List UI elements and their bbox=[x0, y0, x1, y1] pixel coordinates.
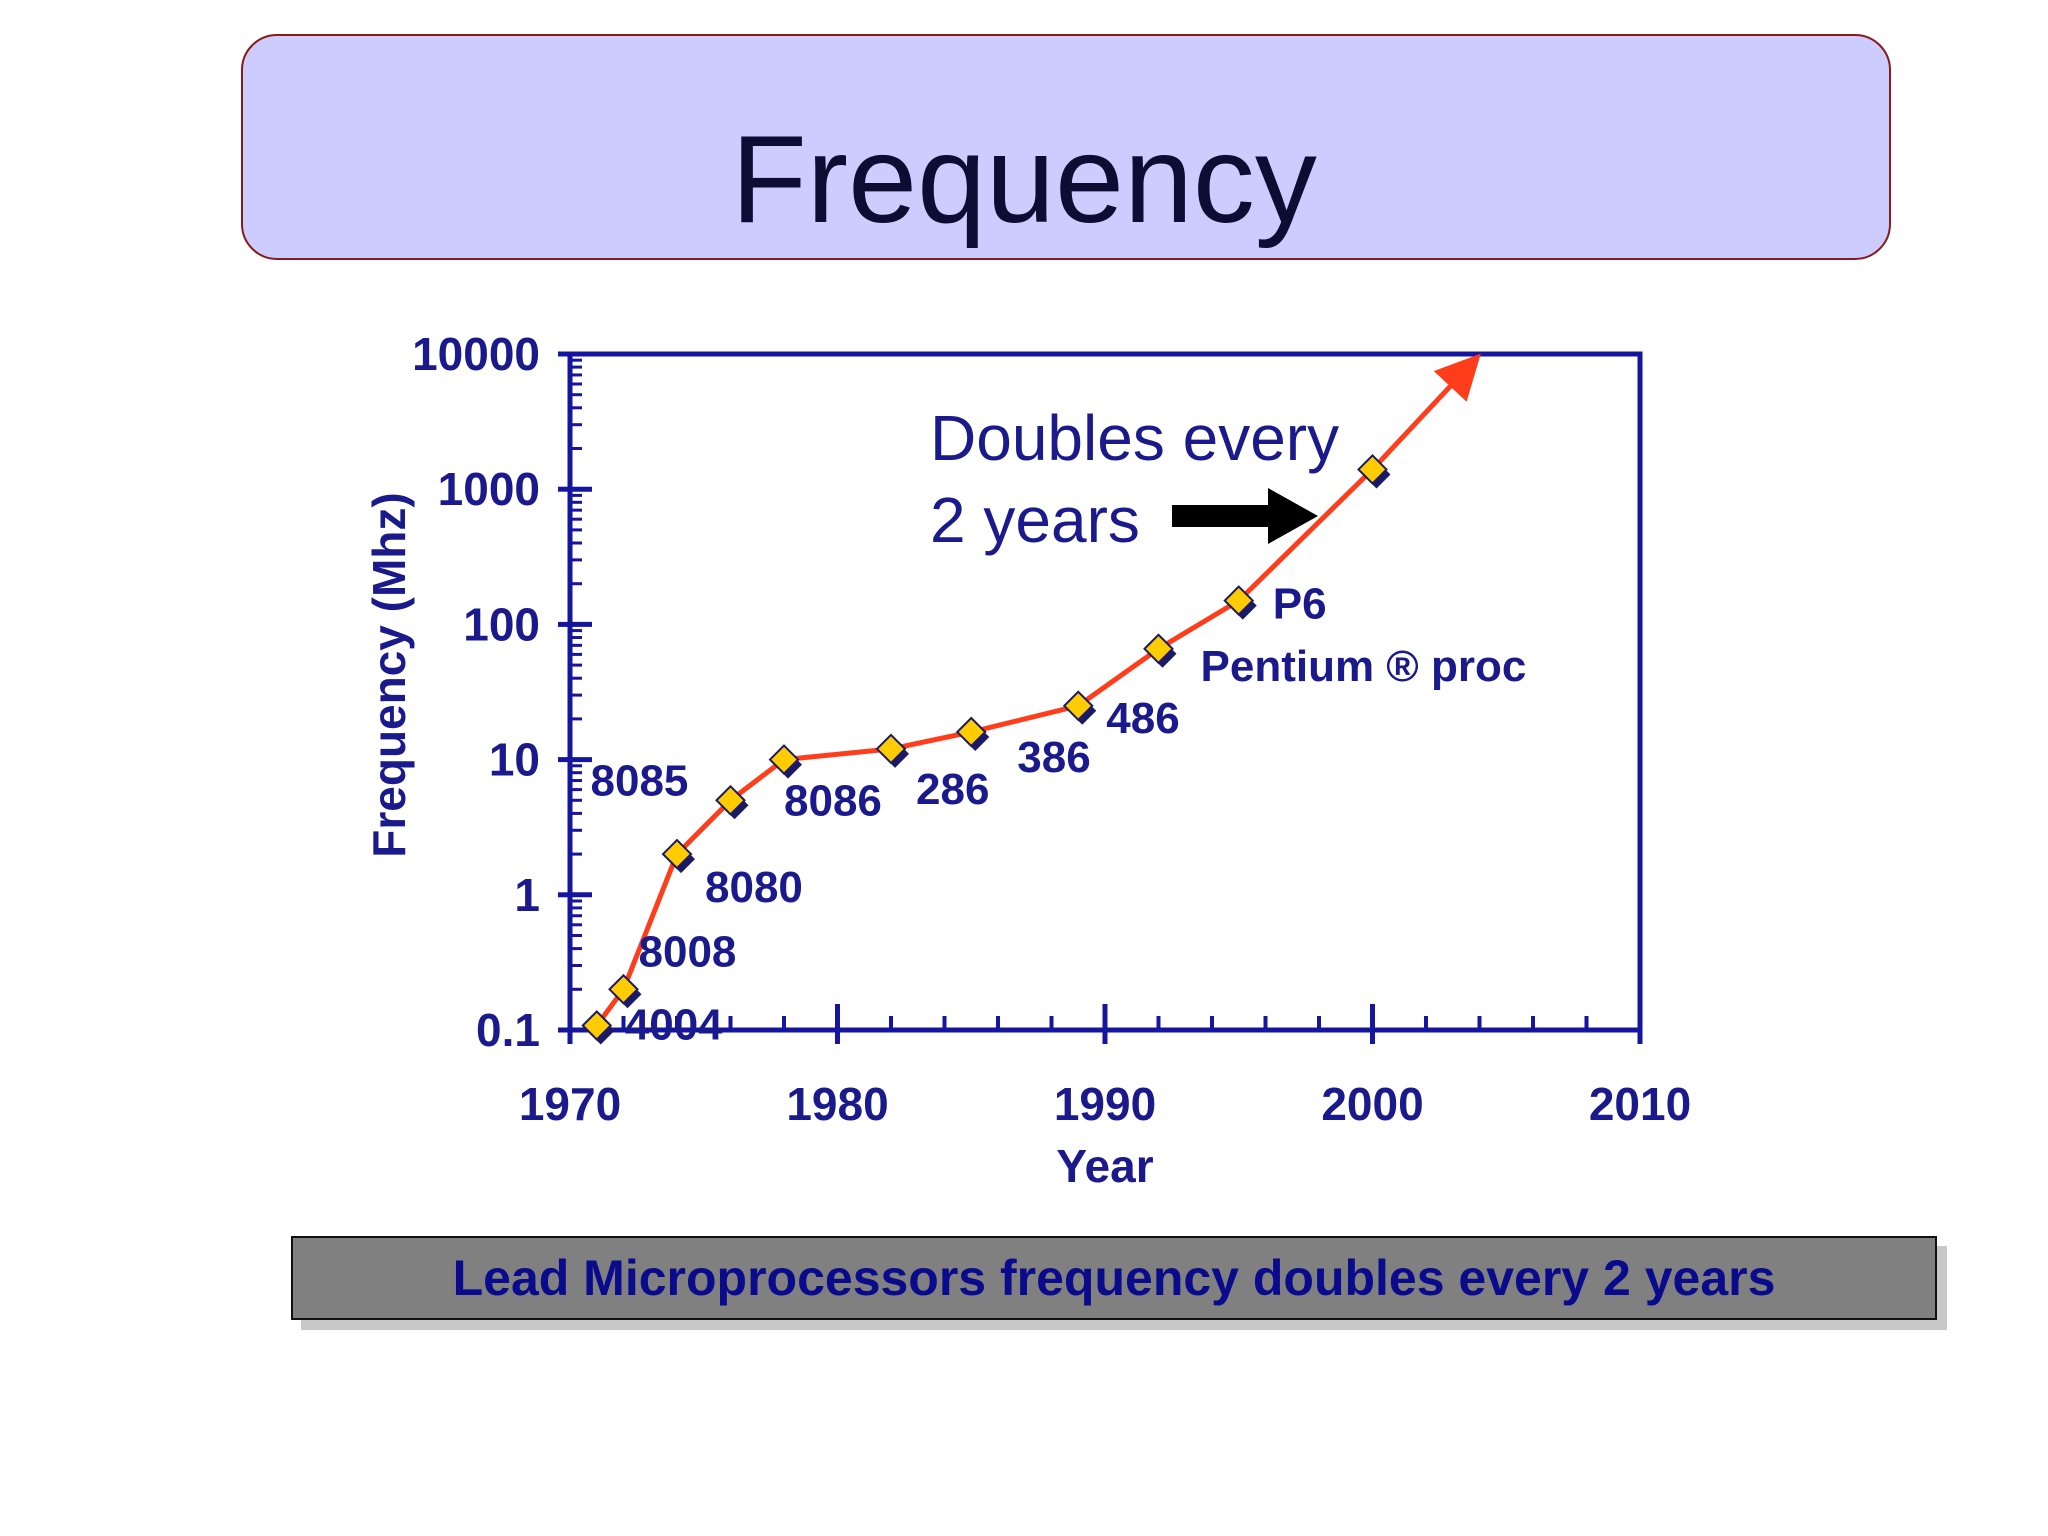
caption-box: Lead Microprocessors frequency doubles e… bbox=[291, 1236, 1937, 1320]
annotation-arrow-head bbox=[1268, 488, 1318, 544]
caption-text: Lead Microprocessors frequency doubles e… bbox=[452, 1250, 1776, 1306]
data-point-label: Pentium ® proc bbox=[1201, 642, 1527, 691]
data-point-label: 8080 bbox=[705, 863, 803, 912]
data-point-label: 486 bbox=[1106, 694, 1179, 743]
data-point bbox=[768, 744, 800, 776]
data-point bbox=[1062, 690, 1094, 722]
x-tick-label: 1980 bbox=[786, 1078, 888, 1130]
x-tick-label: 1970 bbox=[519, 1078, 621, 1130]
annotation-text: Doubles every bbox=[930, 402, 1339, 474]
data-point-label: 8085 bbox=[591, 756, 689, 805]
x-axis-label: Year bbox=[1056, 1140, 1153, 1192]
data-point bbox=[875, 733, 907, 765]
chart-labels: 0.1 1 10 100 1000 10000 1970 1980 1990 2000 2010 Ye… bbox=[363, 328, 1691, 1192]
trend-arrow bbox=[1370, 353, 1481, 472]
y-tick-label: 1 bbox=[514, 869, 540, 921]
data-point-label: P6 bbox=[1273, 580, 1327, 629]
data-point-label: 286 bbox=[916, 765, 989, 814]
data-point bbox=[715, 784, 746, 816]
data-point bbox=[608, 973, 639, 1005]
data-point-label: 386 bbox=[1017, 733, 1090, 782]
y-axis-label: Frequency (Mhz) bbox=[363, 492, 415, 857]
slide-title: Frequency bbox=[731, 111, 1317, 249]
chart-marks bbox=[581, 353, 1481, 1045]
chart-axes bbox=[558, 351, 1643, 1044]
y-tick-label: 1000 bbox=[438, 463, 540, 515]
data-point bbox=[1357, 454, 1388, 485]
data-point bbox=[1223, 585, 1255, 617]
data-point bbox=[661, 838, 693, 870]
x-tick-label: 1990 bbox=[1054, 1078, 1156, 1130]
x-tick-label: 2010 bbox=[1589, 1078, 1691, 1130]
data-point-label: 8008 bbox=[639, 927, 737, 976]
title-banner bbox=[241, 34, 1891, 260]
y-tick-label: 10000 bbox=[412, 328, 540, 380]
y-tick-label: 100 bbox=[463, 598, 540, 650]
y-tick-label: 10 bbox=[489, 734, 540, 786]
data-point bbox=[955, 716, 987, 748]
x-tick-label: 2000 bbox=[1321, 1078, 1423, 1130]
annotation-arrow-shaft bbox=[1172, 505, 1272, 527]
data-point-label: 8086 bbox=[784, 777, 882, 826]
annotation-text: 2 years bbox=[930, 484, 1140, 556]
data-point bbox=[581, 1010, 613, 1041]
data-point-label: 4004 bbox=[625, 1000, 723, 1049]
data-point bbox=[1143, 633, 1174, 665]
y-tick-label: 0.1 bbox=[476, 1004, 540, 1056]
